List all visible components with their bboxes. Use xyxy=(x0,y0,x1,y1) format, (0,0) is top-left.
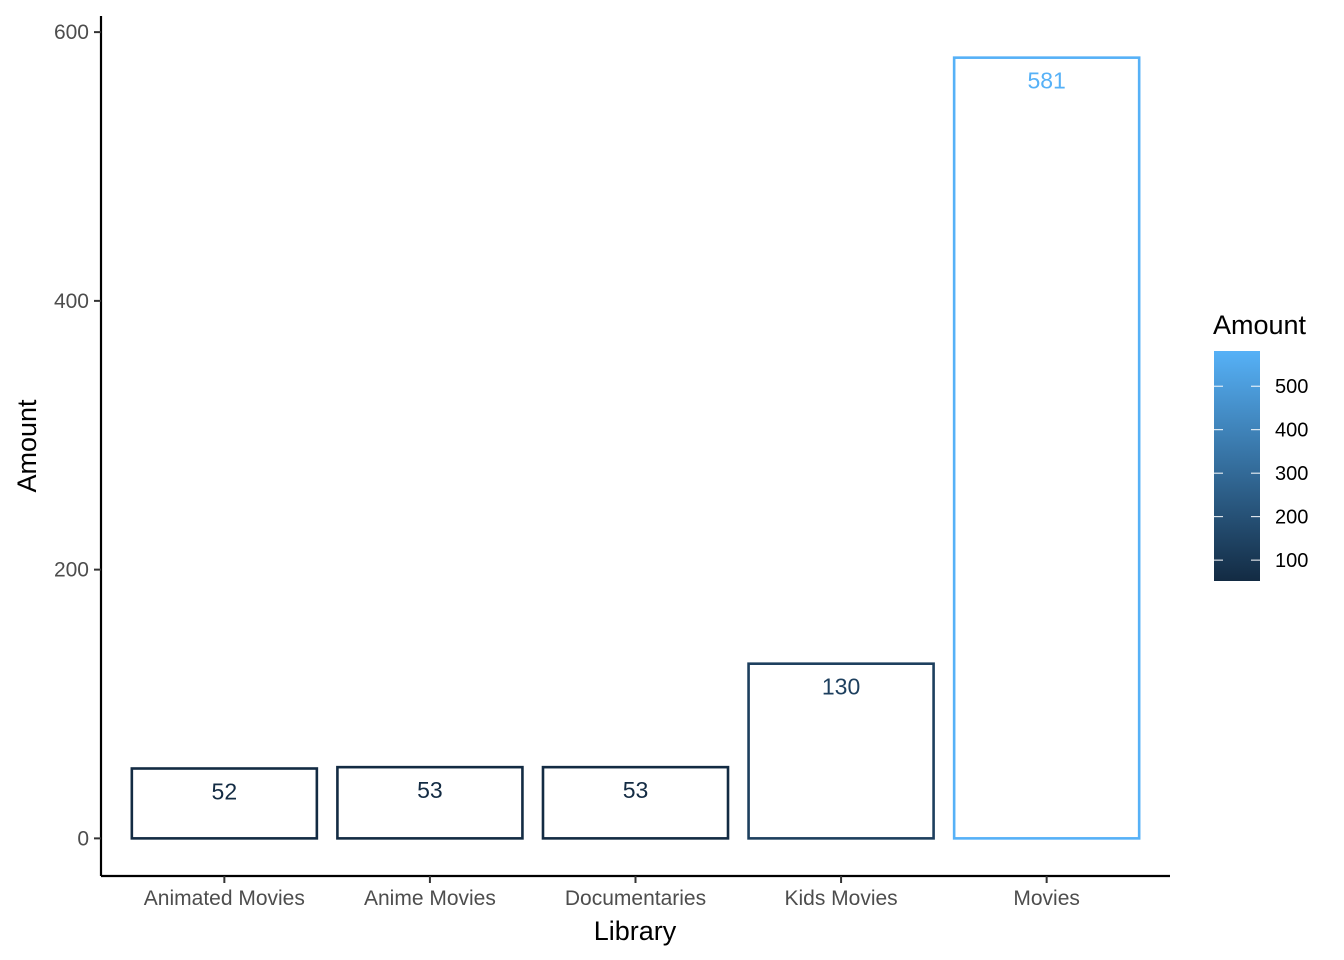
x-ticks: Animated Movies Anime Movies Documentaries… xyxy=(144,876,1080,910)
x-tick-label: Documentaries xyxy=(565,887,706,910)
y-tick-label: 600 xyxy=(54,21,89,44)
x-tick-label: Movies xyxy=(1013,887,1080,910)
y-tick-label: 0 xyxy=(77,827,89,850)
bar-value-label: 52 xyxy=(212,779,238,805)
bar xyxy=(130,767,319,840)
y-tick-label: 400 xyxy=(54,290,89,313)
x-tick-label: Animated Movies xyxy=(144,887,305,910)
bar-value-label: 53 xyxy=(417,777,443,803)
bar xyxy=(336,765,524,840)
bar-value-label: 581 xyxy=(1027,68,1065,94)
legend-tick-label: 100 xyxy=(1275,550,1308,572)
bar-value-label: 130 xyxy=(822,674,860,700)
y-tick-label: 200 xyxy=(54,559,89,582)
legend-title: Amount xyxy=(1213,310,1307,340)
bar xyxy=(952,56,1141,840)
y-ticks: 0 200 400 600 xyxy=(54,21,101,850)
bars-layer: 52 53 53 130 581 xyxy=(130,56,1141,840)
y-axis-title: Amount xyxy=(12,399,42,493)
legend-tick-label: 200 xyxy=(1275,507,1308,529)
legend-tick-label: 300 xyxy=(1275,463,1308,485)
bar xyxy=(541,765,730,840)
axes-layer xyxy=(99,16,1170,878)
legend-ticks: 100 200 300 400 500 xyxy=(1214,376,1308,572)
legend: Amount 100 200 300 400 500 xyxy=(1213,310,1308,581)
legend-colorbar xyxy=(1214,351,1260,581)
x-axis-title: Library xyxy=(594,916,677,946)
x-tick-label: Kids Movies xyxy=(784,887,897,910)
legend-tick-label: 400 xyxy=(1275,420,1308,442)
bar-value-label: 53 xyxy=(623,777,649,803)
x-tick-label: Anime Movies xyxy=(364,887,496,910)
bar xyxy=(747,662,935,840)
legend-tick-label: 500 xyxy=(1275,376,1308,398)
